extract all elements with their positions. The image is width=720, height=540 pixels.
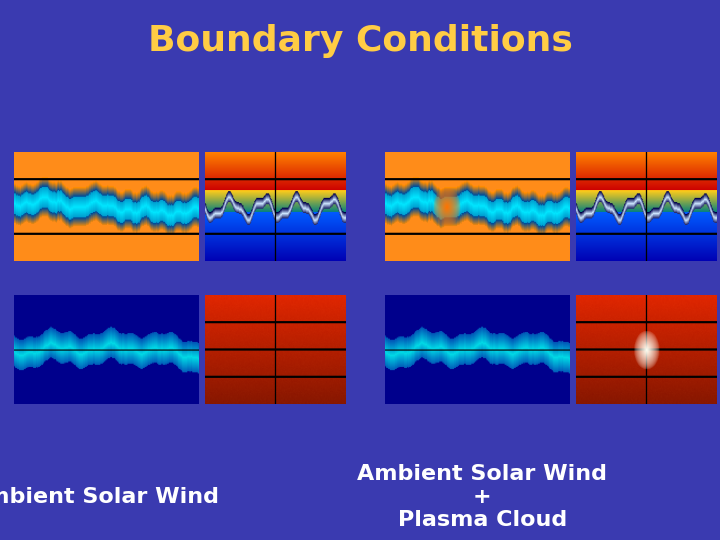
Text: Ambient Solar Wind: Ambient Solar Wind	[0, 487, 219, 507]
Text: Ambient Solar Wind
+
Plasma Cloud: Ambient Solar Wind + Plasma Cloud	[357, 464, 608, 530]
Text: Boundary Conditions: Boundary Conditions	[148, 24, 572, 58]
